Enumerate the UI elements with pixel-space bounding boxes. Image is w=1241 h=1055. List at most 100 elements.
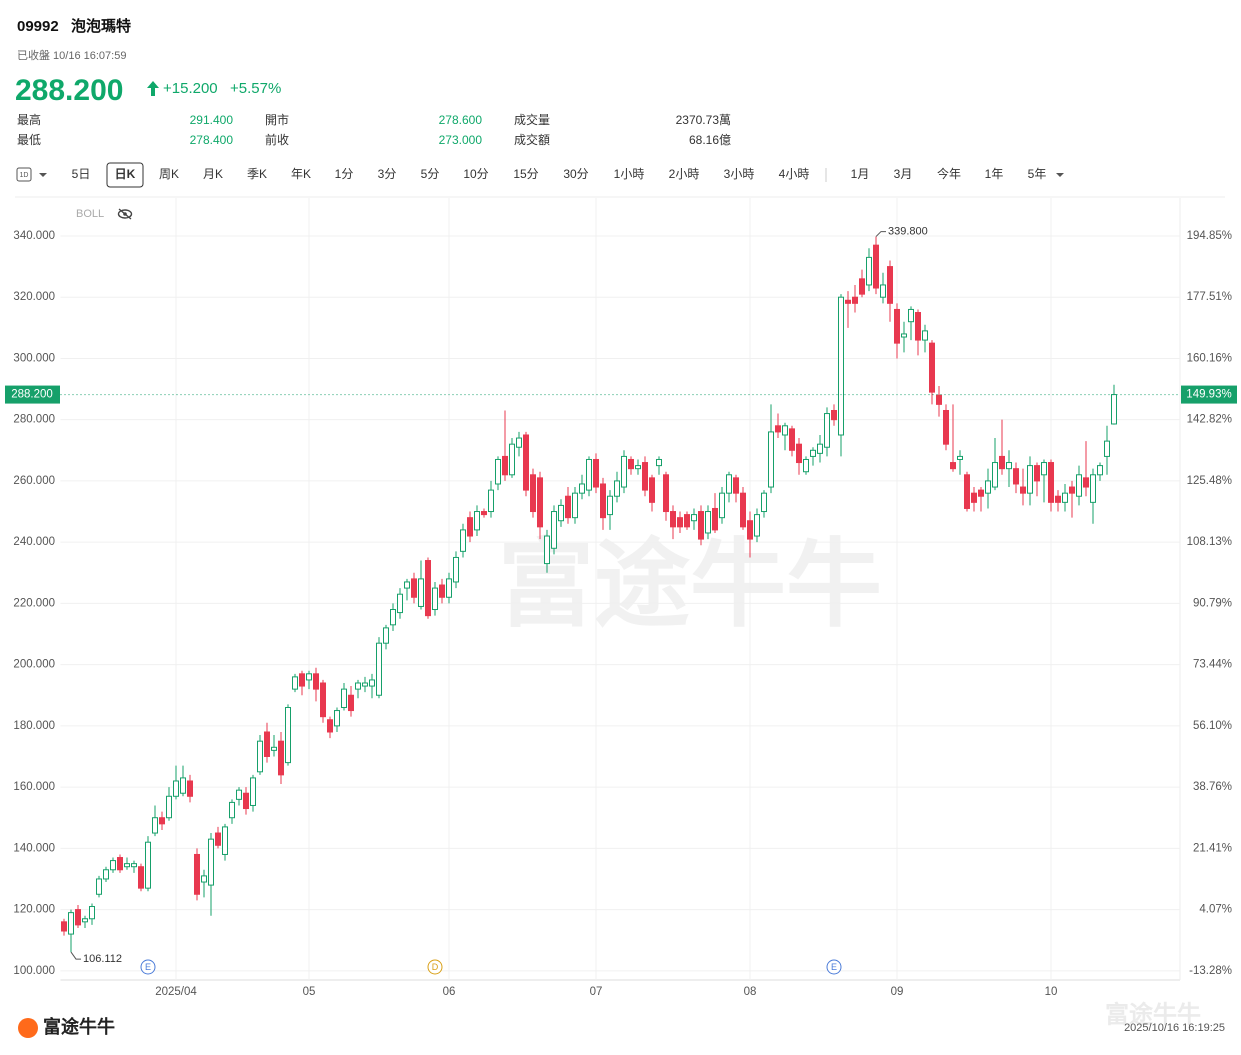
toolbar-button[interactable]: 30分 [563, 167, 588, 181]
stat-value: 291.400 [190, 113, 234, 127]
stat-value: 2370.73萬 [676, 113, 731, 127]
candle-body [957, 455, 963, 460]
candle-body [572, 492, 578, 519]
selected-box [106, 162, 144, 188]
candle-body [621, 455, 627, 488]
candle-body [1104, 440, 1110, 457]
toolbar-button[interactable]: 1分 [335, 167, 354, 181]
toolbar-button[interactable]: 3小時 [724, 167, 755, 181]
event-marker[interactable] [140, 959, 156, 975]
candle-body [96, 878, 102, 895]
candle-body [551, 511, 557, 549]
toolbar-button[interactable]: 3月 [894, 167, 913, 181]
candle-body [369, 679, 375, 687]
toolbar-button[interactable]: 今年 [937, 166, 961, 181]
candle-body [404, 581, 410, 589]
watermark: 富途牛牛 [498, 531, 882, 638]
candle-body [236, 789, 242, 800]
candle-body [1013, 468, 1019, 485]
eye-icon[interactable] [117, 208, 133, 220]
candle-body [152, 817, 158, 834]
watermark-small: 富途牛牛 [1105, 1000, 1201, 1028]
event-marker[interactable] [427, 959, 443, 975]
candle-body [61, 921, 67, 932]
candle-body [362, 682, 368, 687]
toolbar-button[interactable]: 10分 [463, 167, 488, 181]
candle-body [446, 578, 452, 598]
stat-label: 最高 [17, 112, 41, 127]
candle-body [348, 694, 354, 712]
toolbar-button[interactable]: 1年 [985, 167, 1004, 181]
candle-body [68, 912, 74, 935]
candle-body [159, 817, 165, 825]
candle-body [173, 780, 179, 797]
toolbar-button[interactable]: 1小時 [614, 167, 645, 181]
candle-body [425, 560, 431, 617]
candle-body [593, 458, 599, 488]
x-tick-label: 05 [303, 986, 316, 998]
toolbar-button[interactable]: 1月 [851, 167, 870, 181]
last-price: 288.200 [15, 74, 123, 107]
candle-body [859, 278, 865, 295]
pct-tag [1181, 385, 1237, 404]
candle-body [873, 244, 879, 289]
y2-tick-label: -13.28% [1189, 965, 1232, 977]
toolbar-button[interactable]: 5日 [72, 167, 91, 181]
candle-body [1020, 486, 1026, 494]
candle-body [775, 425, 781, 433]
candle-body [145, 841, 151, 889]
candle-body [558, 504, 564, 522]
candle-body [789, 428, 795, 451]
toolbar-button[interactable]: 2小時 [669, 167, 700, 181]
candle-body [138, 866, 144, 889]
toolbar-button[interactable]: 日K [115, 167, 136, 181]
candle-body [880, 284, 886, 298]
candle-body [250, 777, 256, 806]
candle-body [817, 443, 823, 454]
toolbar-button[interactable]: 5分 [421, 167, 440, 181]
event-marker[interactable] [826, 959, 842, 975]
y2-tick-label: 125.48% [1187, 475, 1232, 487]
toolbar-button[interactable]: 5年 [1028, 167, 1047, 181]
y-tick-label: 180.000 [13, 720, 55, 732]
toolbar-button[interactable]: 季K [247, 167, 267, 181]
toolbar-button[interactable]: 4小時 [779, 167, 810, 181]
candle-body [656, 458, 662, 467]
y-tick-label: 200.000 [13, 659, 55, 671]
event-label: D [432, 962, 439, 972]
candle-body [229, 801, 235, 819]
indicator-label[interactable]: BOLL [76, 208, 104, 220]
y2-tick-label: 90.79% [1193, 597, 1232, 609]
y-tick-label: 280.000 [13, 414, 55, 426]
candle-body [628, 458, 634, 470]
event-label: E [145, 962, 151, 972]
candle-body [1076, 474, 1082, 497]
dropdown[interactable] [1056, 173, 1064, 177]
candle-body [999, 455, 1005, 470]
candle-body [397, 593, 403, 614]
candle-body [579, 483, 585, 494]
candle-body [453, 556, 459, 583]
toolbar-button[interactable]: 月K [203, 167, 223, 181]
candle-body [607, 495, 613, 516]
candle-body [390, 609, 396, 626]
candle-body [824, 413, 830, 448]
candle-body [845, 299, 851, 304]
dropdown[interactable] [39, 173, 47, 177]
candle-body [698, 511, 704, 540]
period-icon[interactable]: 1D [20, 172, 29, 179]
candle-body [852, 296, 858, 304]
candle-body [306, 673, 312, 681]
toolbar-button[interactable]: 3分 [378, 167, 397, 181]
toolbar-button[interactable]: 周K [159, 167, 179, 181]
candle-body [411, 578, 417, 598]
candle-body [131, 863, 137, 868]
candle-body [194, 853, 200, 895]
annotation-line [875, 231, 886, 237]
toolbar-button[interactable]: 15分 [513, 167, 538, 181]
candle-body [474, 511, 480, 531]
candle-body [502, 455, 508, 476]
candle-body [180, 777, 186, 794]
toolbar-button[interactable]: 年K [291, 167, 311, 181]
